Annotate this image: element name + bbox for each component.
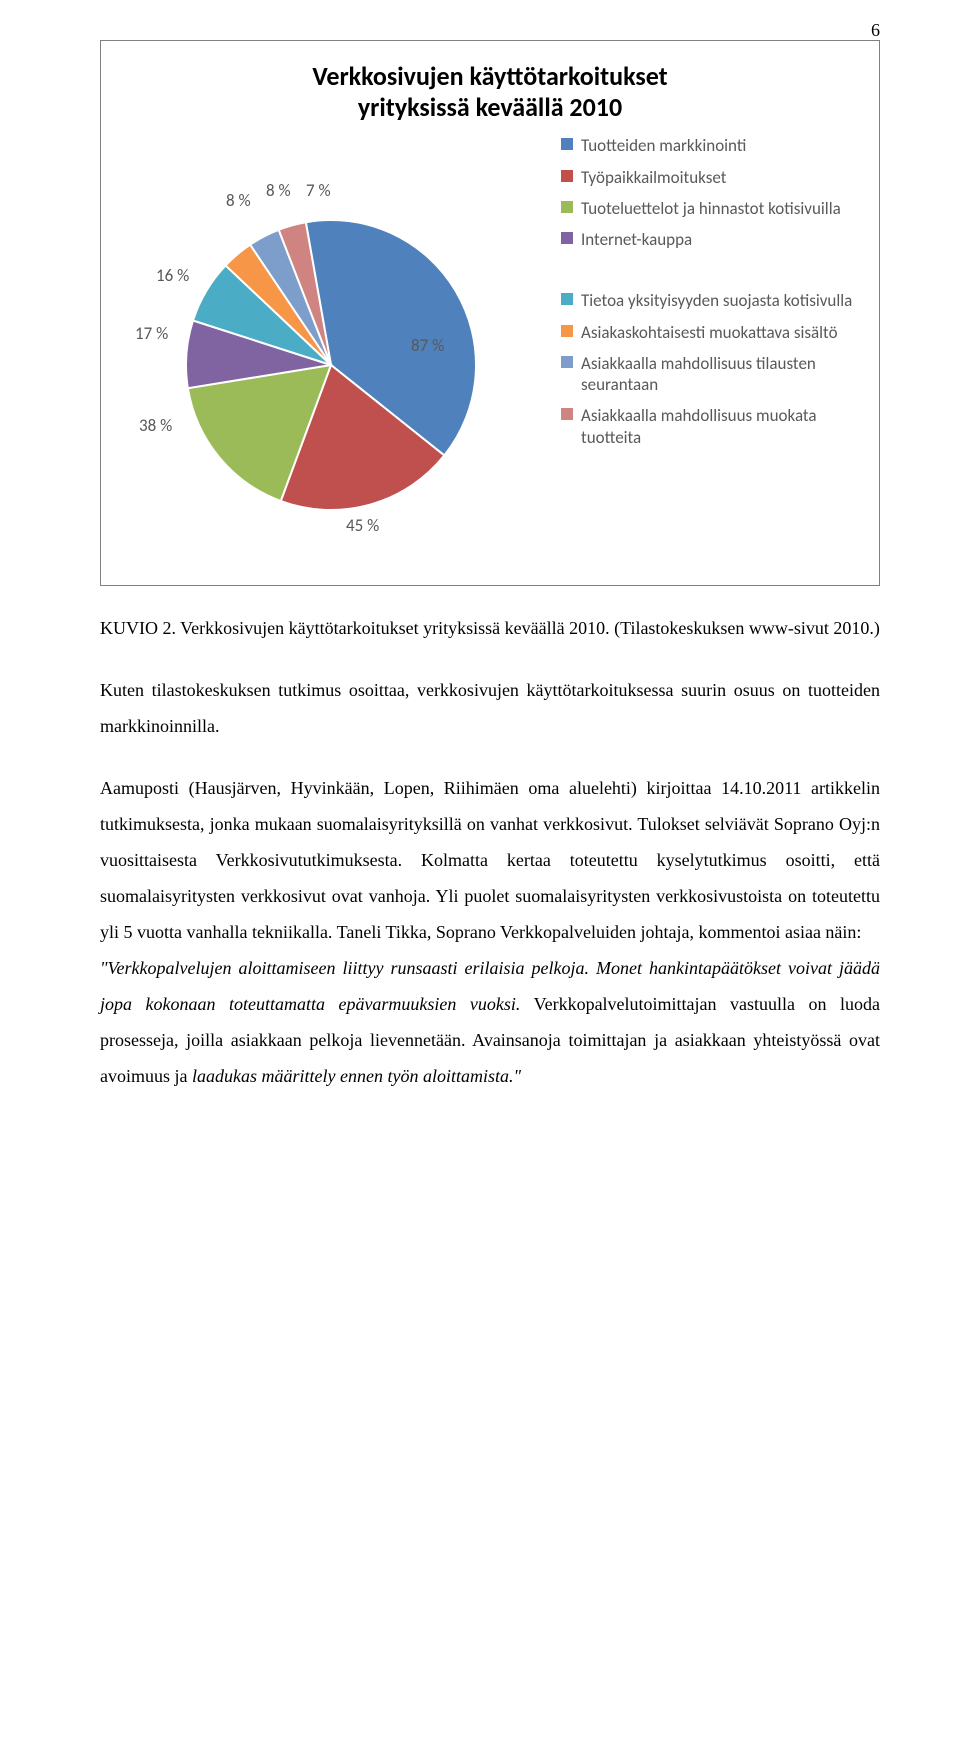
legend-swatch (561, 408, 573, 420)
legend-text: Asiakkaalla mahdollisuus muokata tuottei… (581, 405, 859, 448)
paragraph-1: Kuten tilastokeskuksen tutkimus osoittaa… (100, 672, 880, 744)
legend-item: Tuoteluettelot ja hinnastot kotisivuilla (561, 198, 859, 219)
legend-swatch (561, 201, 573, 213)
pie-slice-label: 87 % (411, 335, 444, 356)
chart-legend: Tuotteiden markkinointi Työpaikkailmoituk… (561, 135, 859, 488)
legend-text: Tietoa yksityisyyden suojasta kotisivull… (581, 290, 852, 311)
legend-item: Työpaikkailmoitukset (561, 167, 859, 188)
pie-slice-label: 38 % (139, 415, 172, 436)
pie-slice-label: 8 % (226, 190, 251, 211)
pie-svg (121, 135, 541, 555)
pie-chart: 87 % 45 % 38 % 17 % 16 % 8 % 8 % 7 % (121, 135, 541, 555)
legend-swatch (561, 232, 573, 244)
legend-group-1: Tuotteiden markkinointi Työpaikkailmoituk… (561, 135, 859, 250)
legend-swatch (561, 170, 573, 182)
legend-text: Tuoteluettelot ja hinnastot kotisivuilla (581, 198, 841, 219)
chart-container: Verkkosivujen käyttötarkoitukset yrityks… (100, 40, 880, 586)
legend-text: Työpaikkailmoitukset (581, 167, 726, 188)
legend-swatch (561, 356, 573, 368)
legend-text: Tuotteiden markkinointi (581, 135, 746, 156)
legend-item: Internet-kauppa (561, 229, 859, 250)
figure-caption: KUVIO 2. Verkkosivujen käyttötarkoitukse… (100, 610, 880, 646)
legend-text: Internet-kauppa (581, 229, 692, 250)
chart-body: 87 % 45 % 38 % 17 % 16 % 8 % 8 % 7 % Tuotteiden… (121, 135, 859, 555)
pie-slice-label: 7 % (306, 180, 331, 201)
legend-item: Asiakkaalla mahdollisuus tilausten seura… (561, 353, 859, 396)
chart-title: Verkkosivujen käyttötarkoitukset yrityks… (121, 61, 859, 123)
chart-title-line1: Verkkosivujen käyttötarkoitukset (312, 60, 667, 92)
legend-group-2: Tietoa yksityisyyden suojasta kotisivull… (561, 290, 859, 448)
pie-slice-label: 8 % (266, 180, 291, 201)
chart-title-line2: yrityksissä keväällä 2010 (358, 91, 622, 123)
pie-slice-label: 17 % (135, 323, 168, 344)
legend-swatch (561, 293, 573, 305)
legend-item: Asiakkaalla mahdollisuus muokata tuottei… (561, 405, 859, 448)
pie-slice-label: 45 % (346, 515, 379, 536)
legend-swatch (561, 325, 573, 337)
pie-slice-label: 16 % (156, 265, 189, 286)
legend-item: Tuotteiden markkinointi (561, 135, 859, 156)
page-number: 6 (871, 20, 880, 41)
legend-item: Tietoa yksityisyyden suojasta kotisivull… (561, 290, 859, 311)
legend-text: Asiakkaalla mahdollisuus tilausten seura… (581, 353, 859, 396)
legend-item: Asiakaskohtaisesti muokattava sisältö (561, 322, 859, 343)
paragraph-2: Aamuposti (Hausjärven, Hyvinkään, Lopen,… (100, 770, 880, 1094)
legend-text: Asiakaskohtaisesti muokattava sisältö (581, 322, 838, 343)
paragraph-2c-italic: laadukas määrittely ennen työn aloittami… (192, 1066, 521, 1086)
paragraph-2a: Aamuposti (Hausjärven, Hyvinkään, Lopen,… (100, 778, 880, 942)
legend-swatch (561, 138, 573, 150)
document-page: 6 Verkkosivujen käyttötarkoitukset yrity… (0, 0, 960, 1154)
